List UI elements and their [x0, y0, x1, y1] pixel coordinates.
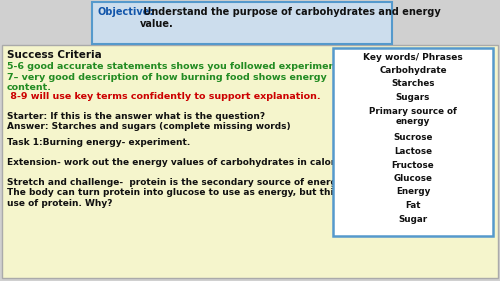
- Text: Lactose: Lactose: [394, 147, 432, 156]
- Text: Task 1:Burning energy- experiment.: Task 1:Burning energy- experiment.: [7, 138, 190, 147]
- Text: Glucose: Glucose: [394, 174, 432, 183]
- Text: Carbohydrate: Carbohydrate: [380, 66, 447, 75]
- FancyBboxPatch shape: [2, 45, 498, 278]
- Text: Energy: Energy: [396, 187, 430, 196]
- Text: Answer: Starches and sugars (complete missing words): Answer: Starches and sugars (complete mi…: [7, 122, 290, 131]
- Text: Fat: Fat: [405, 201, 421, 210]
- Text: 7– very good description of how burning food shows energy
content.: 7– very good description of how burning …: [7, 73, 327, 92]
- FancyBboxPatch shape: [333, 48, 493, 236]
- Text: Understand the purpose of carbohydrates and energy
value.: Understand the purpose of carbohydrates …: [140, 7, 441, 29]
- Text: 5-6 good accurate statements shows you followed experiment.: 5-6 good accurate statements shows you f…: [7, 62, 344, 71]
- Text: Extension- work out the energy values of carbohydrates in calories and Kjoules.: Extension- work out the energy values of…: [7, 158, 416, 167]
- Text: Starches: Starches: [391, 80, 435, 89]
- Text: Sucrose: Sucrose: [394, 133, 432, 142]
- Text: Stretch and challenge-  protein is the secondary source of energy.
The body can : Stretch and challenge- protein is the se…: [7, 178, 416, 208]
- Text: Key words/ Phrases: Key words/ Phrases: [363, 53, 463, 62]
- Text: Sugars: Sugars: [396, 93, 430, 102]
- Text: Sugar: Sugar: [398, 214, 428, 223]
- Text: Fructose: Fructose: [392, 160, 434, 169]
- Text: Primary source of
energy: Primary source of energy: [369, 106, 457, 126]
- FancyBboxPatch shape: [92, 2, 392, 44]
- Text: 8-9 will use key terms confidently to support explanation.: 8-9 will use key terms confidently to su…: [7, 92, 320, 101]
- Text: Starter: If this is the answer what is the question?: Starter: If this is the answer what is t…: [7, 112, 265, 121]
- Text: Objective:: Objective:: [97, 7, 154, 17]
- Text: Success Criteria: Success Criteria: [7, 50, 102, 60]
